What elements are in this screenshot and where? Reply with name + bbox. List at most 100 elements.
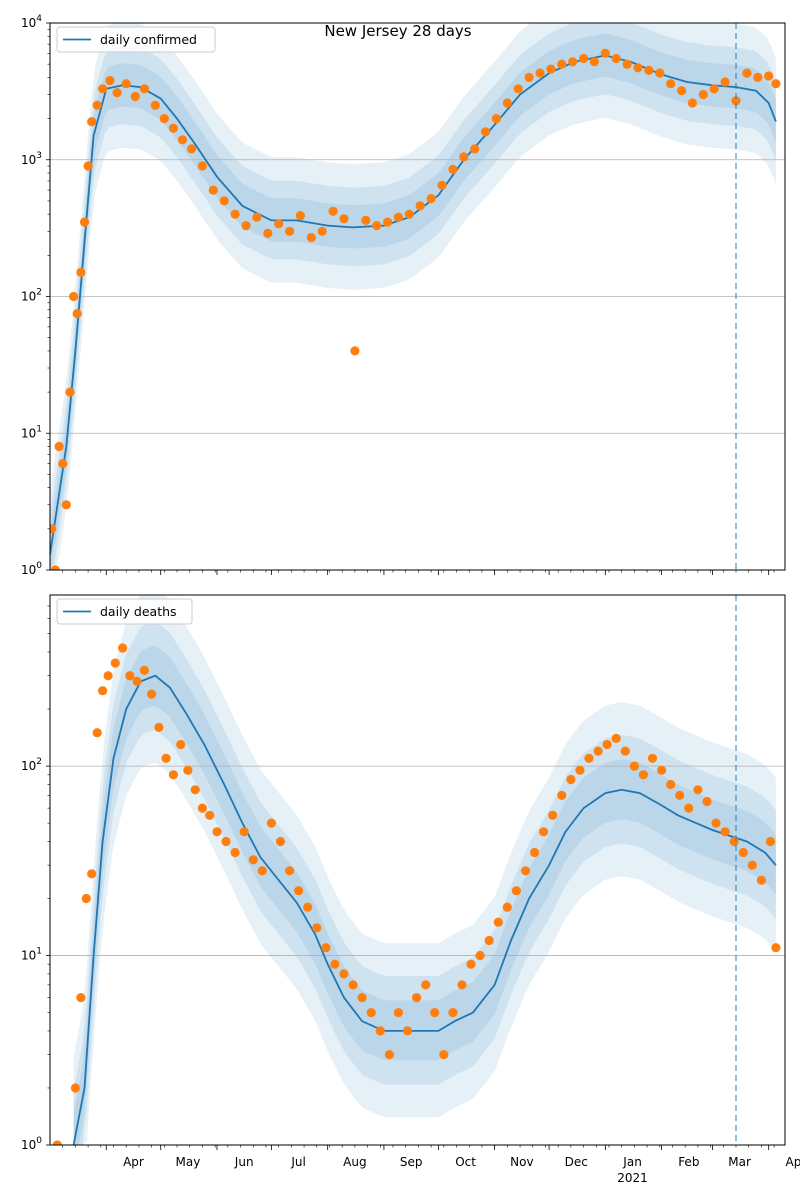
x-tick-label: Jul	[290, 1155, 305, 1169]
data-point	[684, 803, 694, 813]
data-point	[539, 827, 549, 837]
data-point	[76, 993, 86, 1003]
data-point	[328, 206, 338, 216]
data-point	[611, 53, 621, 64]
data-point	[430, 1008, 440, 1018]
x-tick-label: Nov	[510, 1155, 533, 1169]
data-point	[655, 68, 665, 78]
data-point	[677, 86, 687, 96]
data-point	[219, 196, 229, 206]
data-point	[747, 860, 757, 870]
data-point	[511, 886, 521, 896]
data-point	[98, 686, 108, 696]
data-point	[756, 875, 767, 885]
data-point	[76, 267, 86, 277]
data-point	[274, 219, 284, 229]
data-point	[285, 226, 295, 236]
data-point	[263, 228, 273, 238]
data-point	[248, 855, 258, 865]
data-point	[620, 746, 630, 756]
data-point	[711, 818, 721, 828]
axes-frame	[49, 594, 786, 1146]
data-point	[361, 215, 371, 225]
data-point	[92, 100, 102, 110]
data-point	[230, 847, 240, 858]
data-point	[687, 98, 698, 108]
series-line-median	[50, 54, 777, 555]
data-point	[502, 902, 512, 912]
x-tick-label: Dec	[565, 1155, 588, 1169]
data-point	[693, 785, 703, 795]
x-tick-label: May	[176, 1155, 201, 1169]
data-point	[357, 993, 367, 1003]
x-tick-label: Apr	[123, 1155, 144, 1169]
data-point	[415, 201, 425, 211]
data-point	[321, 943, 331, 953]
data-point	[239, 827, 249, 837]
data-point	[252, 212, 262, 222]
data-point	[87, 869, 97, 879]
uncertainty-band-3	[50, 33, 776, 570]
data-point	[729, 836, 739, 847]
data-point	[295, 211, 305, 221]
data-point	[481, 127, 491, 137]
data-point	[557, 790, 567, 801]
data-point	[110, 658, 120, 668]
data-point	[404, 209, 414, 219]
data-point	[348, 980, 358, 990]
data-point	[339, 214, 349, 224]
data-point	[666, 779, 676, 790]
data-point	[448, 164, 458, 174]
data-point	[83, 161, 93, 171]
data-point	[675, 790, 685, 801]
data-point	[197, 161, 207, 171]
x-tick-label: Apr	[786, 1155, 800, 1169]
data-point	[548, 810, 558, 820]
data-point	[257, 866, 267, 876]
data-point	[535, 68, 545, 78]
data-point	[132, 676, 142, 687]
data-point	[81, 893, 91, 904]
data-point	[584, 753, 594, 763]
data-point	[306, 232, 316, 243]
data-point	[524, 72, 534, 82]
x-tick-label: Sep	[400, 1155, 423, 1169]
data-point	[470, 144, 480, 154]
data-point	[448, 1008, 458, 1018]
data-point	[294, 886, 304, 896]
data-point	[393, 1008, 403, 1018]
data-point	[412, 993, 422, 1003]
legend-box	[56, 598, 193, 625]
series-line-median	[72, 674, 777, 1145]
data-point	[61, 500, 71, 510]
x-year-label: 2021	[617, 1171, 648, 1185]
data-point	[738, 847, 748, 858]
data-point	[190, 785, 200, 795]
data-point	[187, 144, 197, 154]
data-point	[720, 77, 730, 87]
data-point	[384, 1050, 394, 1060]
plot-area	[50, 595, 785, 1145]
legend-box	[56, 26, 216, 53]
data-point	[393, 212, 403, 222]
data-point	[103, 671, 113, 681]
data-point	[638, 770, 649, 780]
data-point	[54, 441, 64, 452]
data-point	[139, 84, 149, 94]
data-point	[568, 57, 578, 67]
data-point	[771, 943, 781, 953]
data-point	[575, 765, 585, 775]
data-point	[176, 739, 186, 750]
data-point	[437, 180, 447, 190]
data-point	[629, 761, 640, 771]
data-point	[58, 459, 68, 469]
data-point	[491, 114, 501, 124]
data-point	[87, 117, 97, 127]
data-point	[183, 765, 193, 775]
data-point	[92, 728, 102, 738]
legend-label: daily confirmed	[100, 32, 197, 47]
data-point	[79, 217, 90, 227]
uncertainty-band-1	[73, 595, 776, 1145]
data-point	[118, 643, 128, 653]
data-point	[121, 79, 131, 89]
